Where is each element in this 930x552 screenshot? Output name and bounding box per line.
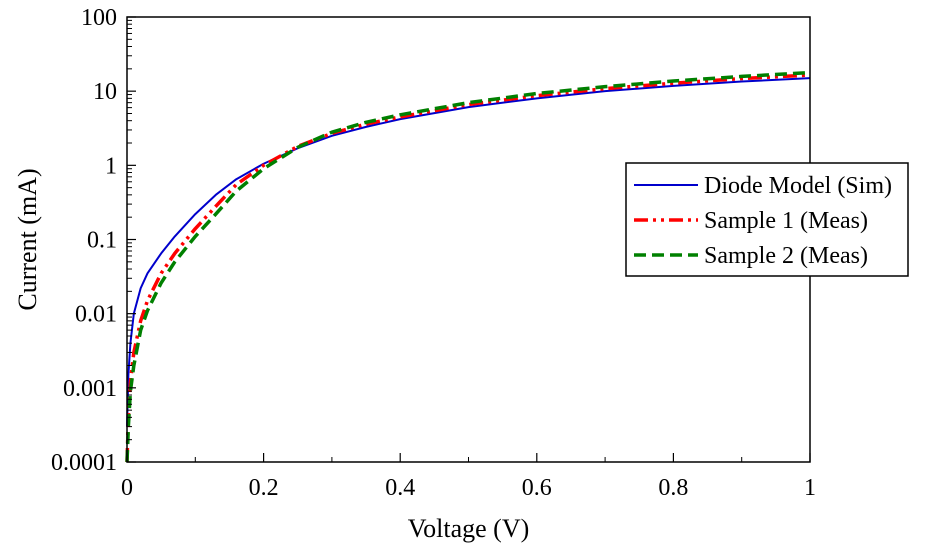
- series-line-2: [125, 73, 811, 463]
- y-tick-label: 100: [81, 5, 117, 31]
- legend-label-3: Sample 2 (Meas): [704, 243, 868, 269]
- y-axis-label: Current (mA): [13, 168, 42, 310]
- series-line-1: [126, 77, 811, 427]
- tick-labels: 0 0.2 0.4 0.6 0.8 1 0.0001 0.001 0.01 0.1 1 10 100: [51, 5, 816, 501]
- legend-label-1: Diode Model (Sim): [704, 173, 892, 199]
- x-tick-label: 0.4: [385, 475, 415, 501]
- legend-items: Diode Model (Sim) Sample 1 (Meas) Sample 2…: [634, 173, 892, 269]
- y-tick-label: 0.0001: [51, 450, 117, 476]
- ticks: [126, 16, 811, 463]
- y-tick-label: 0.001: [63, 376, 117, 402]
- y-tick-label: 0.1: [87, 228, 117, 254]
- legend: Diode Model (Sim) Sample 1 (Meas) Sample 2…: [625, 162, 909, 277]
- x-axis-label: Voltage (V): [408, 514, 530, 543]
- x-tick-label: 0: [121, 475, 133, 501]
- x-tick-label: 1: [804, 475, 816, 501]
- series-line-3: [125, 70, 811, 463]
- y-tick-label: 10: [93, 79, 117, 105]
- x-tick-label: 0.8: [658, 475, 688, 501]
- plot-lines: [125, 70, 811, 463]
- x-tick-label: 0.6: [522, 475, 552, 501]
- legend-label-2: Sample 1 (Meas): [704, 208, 868, 234]
- x-tick-label: 0.2: [249, 475, 279, 501]
- y-tick-label: 0.01: [75, 302, 117, 328]
- y-tick-label: 1: [105, 153, 117, 179]
